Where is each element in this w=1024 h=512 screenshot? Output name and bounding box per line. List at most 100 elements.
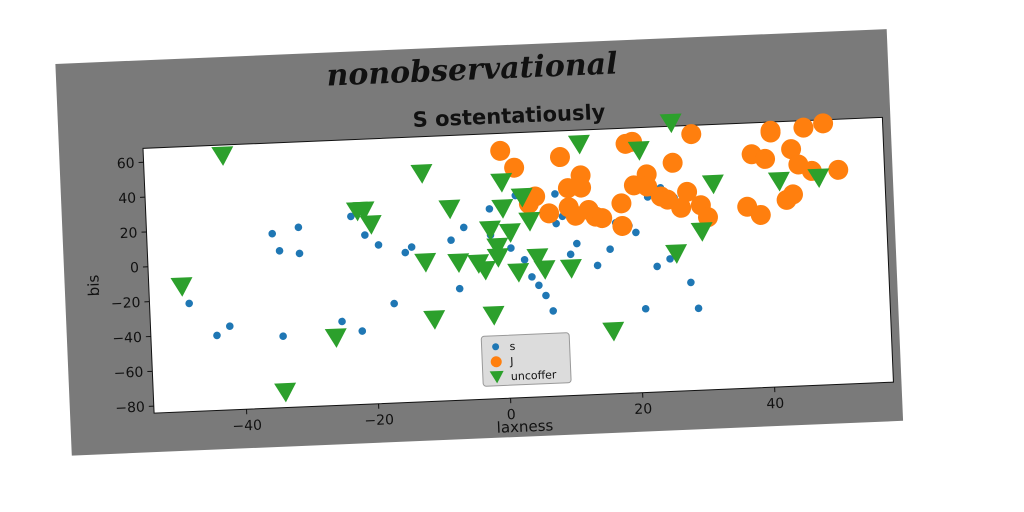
point-s-7 bbox=[295, 249, 304, 258]
x-axis-ticks: −40 −20 0 20 40 bbox=[232, 387, 785, 435]
point-uncoffer-22 bbox=[510, 187, 533, 208]
y-axis-ticks: −80 −60 −40 −20 0 20 40 60 bbox=[111, 156, 154, 417]
point-uncoffer-13 bbox=[474, 260, 496, 281]
point-s-43 bbox=[653, 262, 661, 271]
legend-marker-J bbox=[490, 356, 502, 368]
point-J-14 bbox=[611, 193, 632, 214]
point-s-19 bbox=[485, 205, 494, 213]
point-J-4 bbox=[539, 203, 560, 224]
legend-box bbox=[480, 332, 572, 387]
point-uncoffer-3 bbox=[324, 328, 347, 348]
x-axis-label: laxness bbox=[496, 416, 553, 436]
point-s-36 bbox=[606, 245, 614, 253]
point-uncoffer-6 bbox=[359, 215, 382, 235]
point-s-35 bbox=[593, 261, 602, 270]
point-uncoffer-20 bbox=[498, 223, 521, 243]
point-uncoffer-28 bbox=[602, 321, 625, 342]
point-s-9 bbox=[347, 212, 355, 221]
x-tick-label: 0 bbox=[506, 407, 516, 423]
point-uncoffer-34 bbox=[767, 171, 790, 192]
point-J-13 bbox=[592, 208, 613, 229]
point-uncoffer-26 bbox=[559, 259, 582, 279]
point-s-25 bbox=[528, 273, 536, 281]
point-J-23 bbox=[662, 152, 683, 173]
point-s-15 bbox=[407, 243, 416, 251]
point-s-26 bbox=[535, 281, 543, 290]
point-s-6 bbox=[294, 223, 303, 232]
point-uncoffer-2 bbox=[274, 382, 297, 403]
point-uncoffer-32 bbox=[690, 222, 713, 242]
x-tick-label: −40 bbox=[232, 418, 262, 435]
y-tick-label: −20 bbox=[111, 295, 141, 312]
point-J-0 bbox=[490, 140, 511, 161]
y-tick-label: −60 bbox=[114, 365, 144, 382]
point-uncoffer-24 bbox=[526, 248, 549, 268]
point-s-5 bbox=[279, 332, 287, 340]
point-s-18 bbox=[459, 223, 468, 232]
point-uncoffer-15 bbox=[478, 220, 501, 241]
point-uncoffer-25 bbox=[533, 260, 556, 280]
point-s-3 bbox=[268, 229, 277, 238]
x-tick-label: −20 bbox=[364, 412, 394, 429]
y-tick-label: −80 bbox=[115, 400, 145, 417]
point-uncoffer-31 bbox=[659, 113, 682, 134]
point-s-32 bbox=[566, 250, 575, 259]
point-uncoffer-8 bbox=[414, 252, 437, 273]
point-s-13 bbox=[390, 299, 398, 308]
legend-marker-s bbox=[492, 343, 500, 351]
point-uncoffer-14 bbox=[482, 305, 505, 326]
point-s-8 bbox=[338, 317, 346, 326]
point-J-10 bbox=[571, 177, 592, 198]
point-J-31 bbox=[750, 204, 771, 225]
point-J-41 bbox=[813, 113, 834, 134]
y-axis-label: bis bbox=[84, 274, 103, 296]
point-s-40 bbox=[641, 304, 650, 313]
y-tick-label: 20 bbox=[119, 225, 137, 242]
point-s-14 bbox=[401, 248, 410, 257]
point-s-39 bbox=[632, 228, 640, 237]
point-uncoffer-23 bbox=[518, 211, 541, 232]
point-uncoffer-7 bbox=[410, 164, 433, 184]
point-s-17 bbox=[455, 284, 464, 293]
point-uncoffer-29 bbox=[627, 140, 650, 161]
point-J-15 bbox=[612, 215, 633, 236]
point-s-12 bbox=[374, 241, 383, 249]
legend-marker-uncoffer bbox=[489, 370, 504, 384]
point-s-0 bbox=[185, 299, 193, 308]
point-s-45 bbox=[666, 255, 674, 263]
point-uncoffer-19 bbox=[490, 172, 513, 193]
point-J-39 bbox=[793, 117, 814, 138]
point-uncoffer-1 bbox=[211, 146, 234, 166]
point-J-24 bbox=[671, 197, 692, 218]
point-J-34 bbox=[760, 122, 781, 143]
point-s-33 bbox=[573, 239, 581, 248]
y-tick-label: −40 bbox=[112, 330, 142, 347]
point-s-4 bbox=[275, 247, 284, 255]
point-J-26 bbox=[681, 124, 702, 145]
point-s-48 bbox=[694, 304, 703, 313]
point-uncoffer-0 bbox=[170, 277, 193, 297]
legend-label-uncoffer: uncoffer bbox=[511, 368, 558, 383]
point-s-24 bbox=[520, 255, 529, 264]
point-J-32 bbox=[755, 148, 776, 169]
point-uncoffer-5 bbox=[352, 201, 375, 222]
point-s-1 bbox=[213, 331, 221, 340]
point-uncoffer-30 bbox=[665, 244, 688, 264]
point-J-25 bbox=[677, 181, 698, 202]
point-J-42 bbox=[828, 159, 849, 180]
point-s-27 bbox=[542, 291, 550, 300]
point-uncoffer-11 bbox=[447, 253, 470, 273]
point-J-37 bbox=[781, 139, 802, 160]
point-uncoffer-10 bbox=[438, 199, 461, 220]
point-uncoffer-16 bbox=[486, 248, 509, 268]
point-s-11 bbox=[361, 231, 369, 239]
y-tick-label: 40 bbox=[118, 191, 136, 208]
point-J-28 bbox=[697, 207, 718, 228]
point-uncoffer-33 bbox=[701, 174, 724, 195]
point-uncoffer-17 bbox=[486, 237, 509, 258]
point-uncoffer-27 bbox=[567, 134, 590, 155]
scatter-marks bbox=[170, 113, 849, 403]
x-tick-label: 40 bbox=[766, 396, 784, 413]
